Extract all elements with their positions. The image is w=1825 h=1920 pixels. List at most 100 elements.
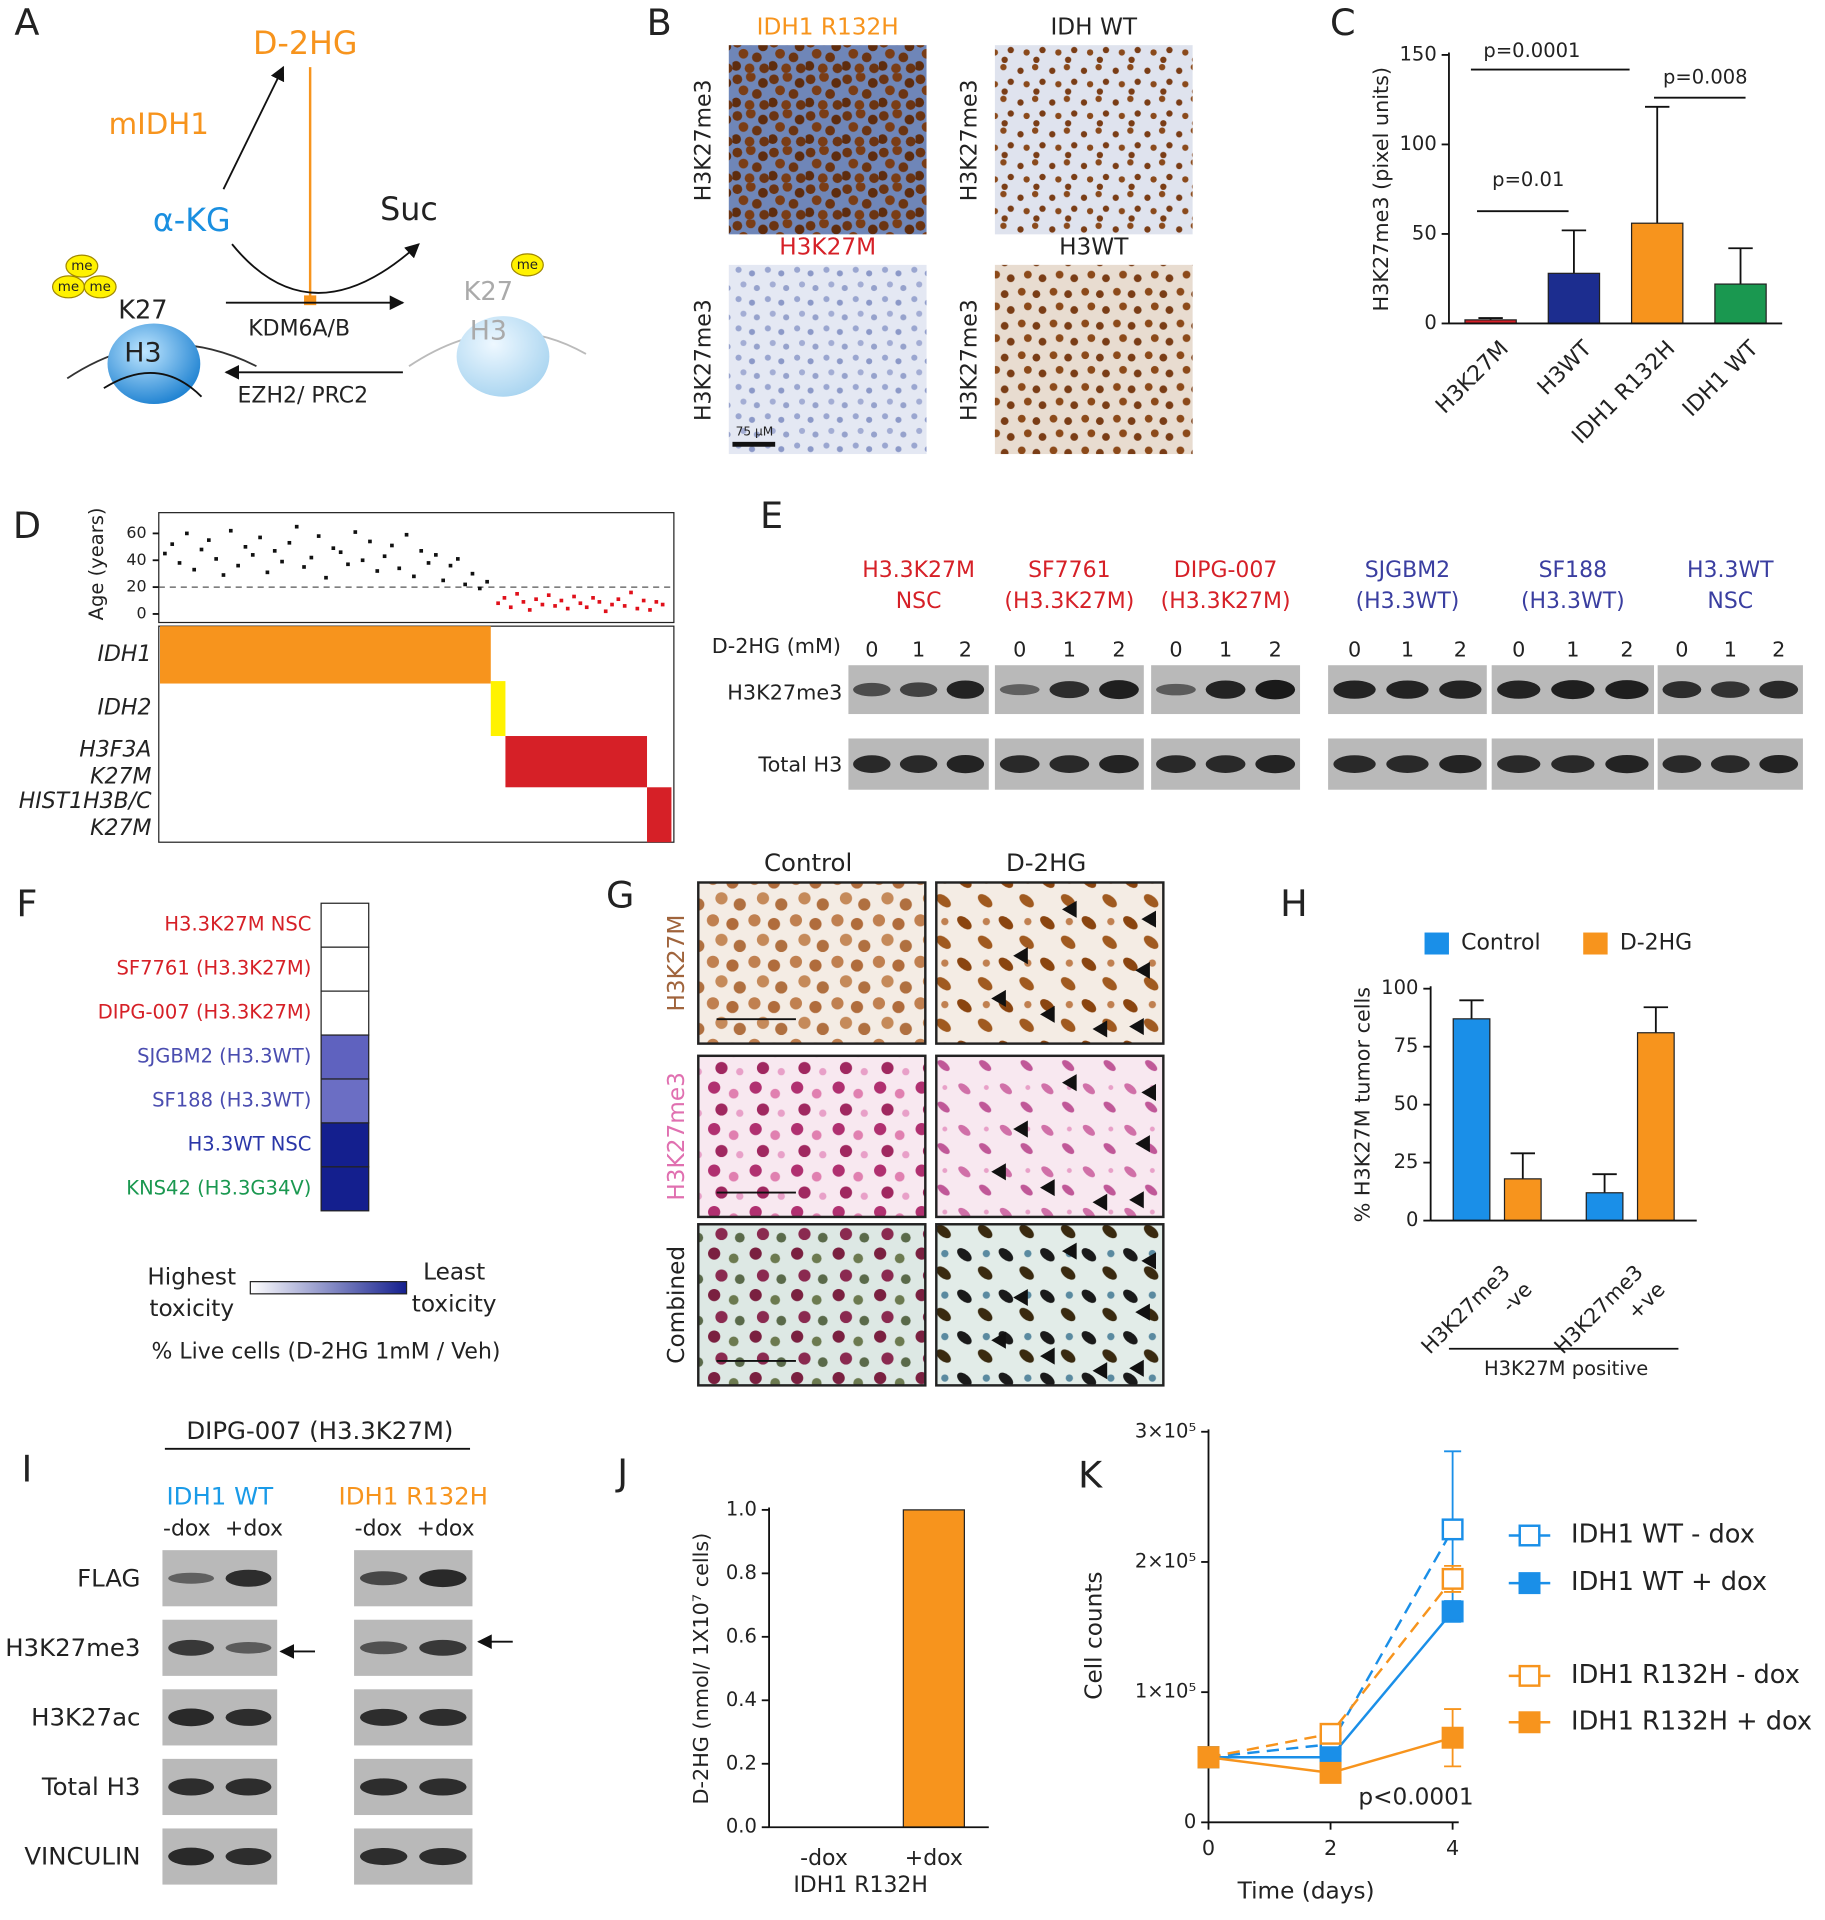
age-point (616, 597, 621, 602)
dna-strand (103, 372, 203, 398)
alteration-block (160, 626, 491, 684)
y-axis-label: Cell counts (1080, 1571, 1107, 1699)
enzyme: KDM6A/B (248, 317, 350, 342)
age-point (463, 582, 467, 587)
image-title: IDH1 R132H (757, 14, 899, 41)
blot-band (419, 1569, 467, 1588)
dose-label: 0 (1675, 638, 1688, 662)
ihc-image (697, 1223, 927, 1387)
row-label: IDH2 (98, 696, 152, 721)
methyl-label: me (71, 259, 92, 274)
p-value: p=0.008 (1663, 66, 1748, 89)
group-label: IDH1 WT (166, 1482, 273, 1511)
arrowhead (1129, 1359, 1144, 1377)
inhibition-mark (304, 295, 317, 306)
dose-label: 2 (959, 638, 972, 662)
y-tick-label: 0.8 (726, 1561, 757, 1584)
age-point (206, 538, 211, 542)
age-point (434, 553, 438, 557)
blot-band (1551, 755, 1595, 773)
point-marker (1319, 1722, 1342, 1745)
blot-band (419, 1847, 467, 1866)
age-point (412, 574, 416, 579)
methyl-group (510, 253, 544, 277)
age-point (243, 544, 248, 549)
row-label: DIPG-007 (H3.3K27M) (98, 1001, 312, 1024)
arrowhead (991, 989, 1006, 1007)
blot-band (1156, 683, 1196, 696)
age-point (470, 571, 475, 576)
dose-label: 0 (1348, 638, 1361, 662)
age-point (610, 602, 614, 607)
x-tick-label: 2 (1324, 1836, 1337, 1860)
dose-label: 1 (1063, 638, 1076, 662)
age-point (368, 539, 372, 544)
dose-label: 1 (1566, 638, 1579, 662)
methyl-group (83, 275, 117, 299)
point-marker (1319, 1761, 1342, 1784)
blot-band (168, 1778, 215, 1796)
age-point (404, 532, 409, 537)
panel-label: E (760, 494, 783, 537)
y-tick-label: 40 (126, 550, 146, 569)
metabolite: D-2HG (253, 26, 357, 62)
age-point (280, 559, 284, 564)
blot-row-label: H3K27me3 (5, 1633, 140, 1662)
bar (1636, 1032, 1675, 1222)
arrowhead (1013, 1120, 1028, 1138)
blot-band (1439, 680, 1482, 699)
age-point (397, 566, 402, 571)
lane-label: +dox (417, 1516, 475, 1541)
y-tick-label: 0 (1184, 1810, 1196, 1833)
x-axis-label: Time (days) (1237, 1877, 1375, 1904)
arrowhead (1040, 1347, 1055, 1365)
image-title: H3WT (1059, 233, 1129, 260)
treatment-label: D-2HG (mM) (712, 634, 841, 658)
age-point (163, 551, 167, 556)
histone (456, 316, 550, 397)
age-point (553, 604, 557, 608)
bar (1503, 1178, 1542, 1222)
age-point (316, 534, 321, 538)
blot-band (1333, 755, 1376, 773)
age-point (591, 596, 595, 600)
x-tick-label: -dox (800, 1846, 848, 1871)
heatmap-cell (320, 990, 370, 1036)
age-point (527, 608, 532, 612)
age-point (441, 578, 446, 583)
blot-band (1497, 755, 1541, 773)
scale-label: toxicity (149, 1295, 234, 1322)
arrowhead (1092, 1193, 1108, 1211)
age-point (228, 528, 233, 533)
age-point (185, 531, 189, 536)
blot-band (168, 1708, 215, 1727)
cell-line-label: SF7761 (1028, 558, 1111, 583)
blot-band (1710, 755, 1750, 773)
residue: K27 (118, 295, 167, 325)
blot-band (1049, 755, 1090, 773)
blot-band (359, 1708, 408, 1726)
row-label: K27M (90, 816, 151, 841)
blot-band (1662, 681, 1702, 699)
y-tick-label: 50 (1394, 1092, 1419, 1115)
legend-label: IDH1 R132H - dox (1571, 1660, 1800, 1690)
age-point (265, 570, 270, 575)
age-point (236, 563, 240, 568)
blot-band (359, 1778, 408, 1796)
group-label: IDH1 R132H (339, 1482, 489, 1511)
scale-label: Highest (147, 1263, 236, 1290)
blot-band (1255, 754, 1296, 774)
blot-band (946, 754, 985, 774)
blot-band (419, 1708, 467, 1726)
age-point (534, 597, 538, 602)
age-point (635, 606, 640, 611)
y-tick-label: 100 (1399, 132, 1436, 155)
legend-swatch (1424, 932, 1449, 955)
age-point (390, 543, 394, 548)
blot-band (1333, 680, 1376, 699)
age-point (521, 600, 526, 604)
dose-label: 2 (1269, 638, 1282, 662)
y-tick-label: 0 (1424, 311, 1436, 334)
blot-row-label: VINCULIN (24, 1842, 140, 1871)
heatmap-cell (320, 1078, 370, 1124)
